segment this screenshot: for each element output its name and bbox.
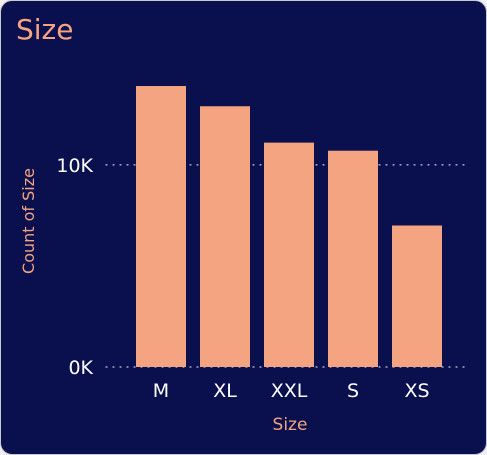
bar[interactable] bbox=[136, 86, 186, 368]
x-tick-label: XXL bbox=[271, 380, 308, 402]
bar[interactable] bbox=[264, 142, 314, 367]
y-tick-label: 0K bbox=[68, 357, 93, 379]
y-axis-label: Count of Size bbox=[19, 168, 38, 274]
y-axis-ticks: 0K 10K bbox=[56, 155, 93, 379]
x-tick-label: XL bbox=[213, 380, 237, 402]
bar[interactable] bbox=[328, 150, 378, 367]
y-tick-label: 10K bbox=[56, 155, 93, 177]
x-axis-label: Size bbox=[273, 415, 308, 435]
x-tick-label: XS bbox=[404, 380, 429, 402]
bars bbox=[136, 86, 442, 368]
x-axis-ticks: M XL XXL S XS bbox=[153, 380, 430, 402]
bar[interactable] bbox=[200, 106, 250, 367]
chart-title: Size bbox=[16, 13, 74, 46]
x-tick-label: S bbox=[347, 380, 359, 402]
x-tick-label: M bbox=[153, 380, 169, 402]
bar[interactable] bbox=[392, 225, 442, 368]
